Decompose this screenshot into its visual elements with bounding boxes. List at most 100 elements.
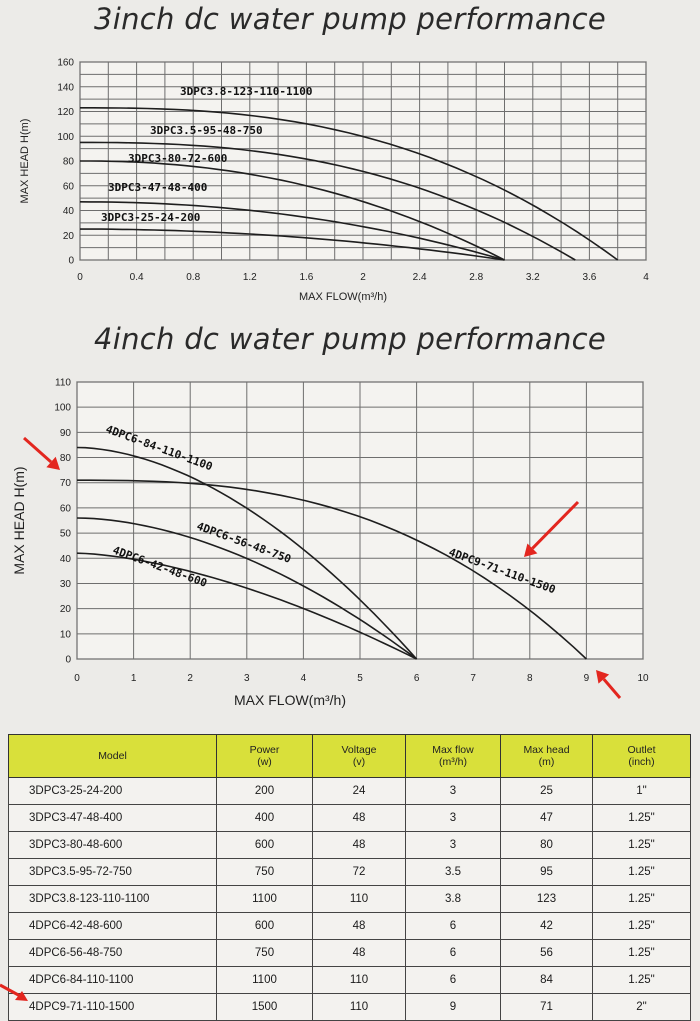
y-tick-label: 30 xyxy=(60,579,72,590)
x-tick-label: 2 xyxy=(360,272,366,283)
column-header: Outlet (inch) xyxy=(592,734,691,778)
red-arrow-icon xyxy=(23,436,60,470)
y-tick-label: 140 xyxy=(57,82,74,93)
table-cell: 1.25" xyxy=(592,804,691,832)
table-cell: 48 xyxy=(312,939,406,967)
table-cell: 1.25" xyxy=(592,831,691,859)
table-cell: 1" xyxy=(592,777,691,805)
series-label: 3DPC3.5-95-48-750 xyxy=(150,124,263,137)
column-header-text: Voltage xyxy=(341,744,377,756)
x-tick-label: 4 xyxy=(643,272,649,283)
table-cell: 750 xyxy=(216,858,313,886)
series-curve xyxy=(80,160,505,261)
y-tick-label: 0 xyxy=(65,655,71,666)
y-tick-label: 60 xyxy=(60,503,72,514)
column-header-text: (m³/h) xyxy=(439,756,467,768)
x-tick-label: 5 xyxy=(357,673,363,684)
series-label: 3DPC3-47-48-400 xyxy=(108,181,207,194)
table-cell: 48 xyxy=(312,804,406,832)
y-tick-label: 40 xyxy=(60,554,72,565)
red-arrow-icon xyxy=(0,983,28,1001)
x-tick-label: 9 xyxy=(584,673,590,684)
model-cell: 3DPC3-80-48-600 xyxy=(8,831,217,859)
y-tick-label: 160 xyxy=(57,58,74,69)
table-cell: 110 xyxy=(312,993,406,1021)
table-header-row: Model Power (w) Voltage (v) Max flow (m³/h) Max… xyxy=(8,734,691,778)
table-row: 3DPC3-80-48-600 600 48 3 80 1.25" xyxy=(8,831,691,859)
y-tick-label: 110 xyxy=(55,378,71,389)
x-tick-label: 1.6 xyxy=(299,272,313,283)
table-cell: 95 xyxy=(500,858,593,886)
table-cell: 600 xyxy=(216,912,313,940)
x-tick-label: 4 xyxy=(301,673,307,684)
y-tick-label: 0 xyxy=(68,256,74,267)
table-cell: 6 xyxy=(405,939,501,967)
series-curve xyxy=(76,517,418,660)
model-cell: 3DPC3.8-123-110-1100 xyxy=(8,885,217,913)
table-cell: 110 xyxy=(312,885,406,913)
table-row: 4DPC6-56-48-750 750 48 6 56 1.25" xyxy=(8,939,691,967)
table-row: 4DPC6-42-48-600 600 48 6 42 1.25" xyxy=(8,912,691,940)
series-curve xyxy=(77,479,587,660)
table-cell: 400 xyxy=(216,804,313,832)
red-arrow-icon xyxy=(596,670,622,699)
table-cell: 1.25" xyxy=(592,966,691,994)
column-header: Model xyxy=(8,734,217,778)
table-cell: 42 xyxy=(500,912,593,940)
model-cell: 3DPC3-25-24-200 xyxy=(8,777,217,805)
model-cell: 4DPC6-56-48-750 xyxy=(8,939,217,967)
y-tick-label: 100 xyxy=(54,403,71,414)
series-label: 3DPC3.8-123-110-1100 xyxy=(180,85,312,98)
column-header-text: (inch) xyxy=(628,756,655,768)
y-tick-label: 50 xyxy=(60,529,72,540)
model-cell: 4DPC6-84-110-1100 xyxy=(8,966,217,994)
y-tick-label: 80 xyxy=(60,453,72,464)
column-header: Voltage (v) xyxy=(312,734,406,778)
table-cell: 1100 xyxy=(216,966,313,994)
series-curve xyxy=(80,107,619,261)
table-cell: 48 xyxy=(312,912,406,940)
chart-3inch: 0 0.4 0.8 1.2 1.6 2 2.4 2.8 3.2 3.6 40204060801001… xyxy=(19,58,649,304)
column-header-text: Model xyxy=(98,750,127,762)
table-cell: 110 xyxy=(312,966,406,994)
y-tick-label: 60 xyxy=(63,181,75,192)
model-cell: 3DPC3-47-48-400 xyxy=(8,804,217,832)
y-tick-label: 20 xyxy=(63,231,75,242)
chart-title-3inch: 3inch dc water pump performance xyxy=(93,2,607,36)
y-tick-label: 10 xyxy=(60,629,72,640)
series-curve xyxy=(76,446,418,660)
table-cell: 3.5 xyxy=(405,858,501,886)
table-cell: 3.8 xyxy=(405,885,501,913)
column-header-text: Power xyxy=(249,744,280,756)
grid-lines xyxy=(79,61,647,261)
table-cell: 750 xyxy=(216,939,313,967)
column-header-text: (v) xyxy=(352,756,366,768)
x-tick-label: 2.4 xyxy=(413,272,427,283)
table-cell: 1.25" xyxy=(592,912,691,940)
y-tick-label: 90 xyxy=(60,428,72,439)
table-cell: 56 xyxy=(500,939,593,967)
column-header-text: Max head xyxy=(523,744,570,756)
table-cell: 1.25" xyxy=(592,885,691,913)
y-tick-label: 100 xyxy=(57,132,74,143)
table-cell: 3 xyxy=(405,777,501,805)
x-axis-label: MAX FLOW(m³/h) xyxy=(234,692,346,708)
table-cell: 71 xyxy=(500,993,593,1021)
table-cell: 600 xyxy=(216,831,313,859)
table-cell: 6 xyxy=(405,966,501,994)
y-axis-label: MAX HEAD H(m) xyxy=(19,119,31,204)
chart-title-4inch: 4inch dc water pump performance xyxy=(93,322,607,356)
table-cell: 200 xyxy=(216,777,313,805)
x-tick-label: 0 xyxy=(77,272,83,283)
table-cell: 2" xyxy=(592,993,691,1021)
table-cell: 1.25" xyxy=(592,939,691,967)
x-tick-label: 7 xyxy=(470,673,476,684)
table-cell: 1500 xyxy=(216,993,313,1021)
x-tick-label: 2.8 xyxy=(469,272,483,283)
table-cell: 72 xyxy=(312,858,406,886)
y-axis-label: MAX HEAD H(m) xyxy=(11,466,27,574)
column-header-text: (w) xyxy=(257,756,272,768)
table-cell: 84 xyxy=(500,966,593,994)
x-tick-label: 0.4 xyxy=(130,272,144,283)
table-row: 3DPC3.5-95-72-750 750 72 3.5 95 1.25" xyxy=(8,858,691,886)
